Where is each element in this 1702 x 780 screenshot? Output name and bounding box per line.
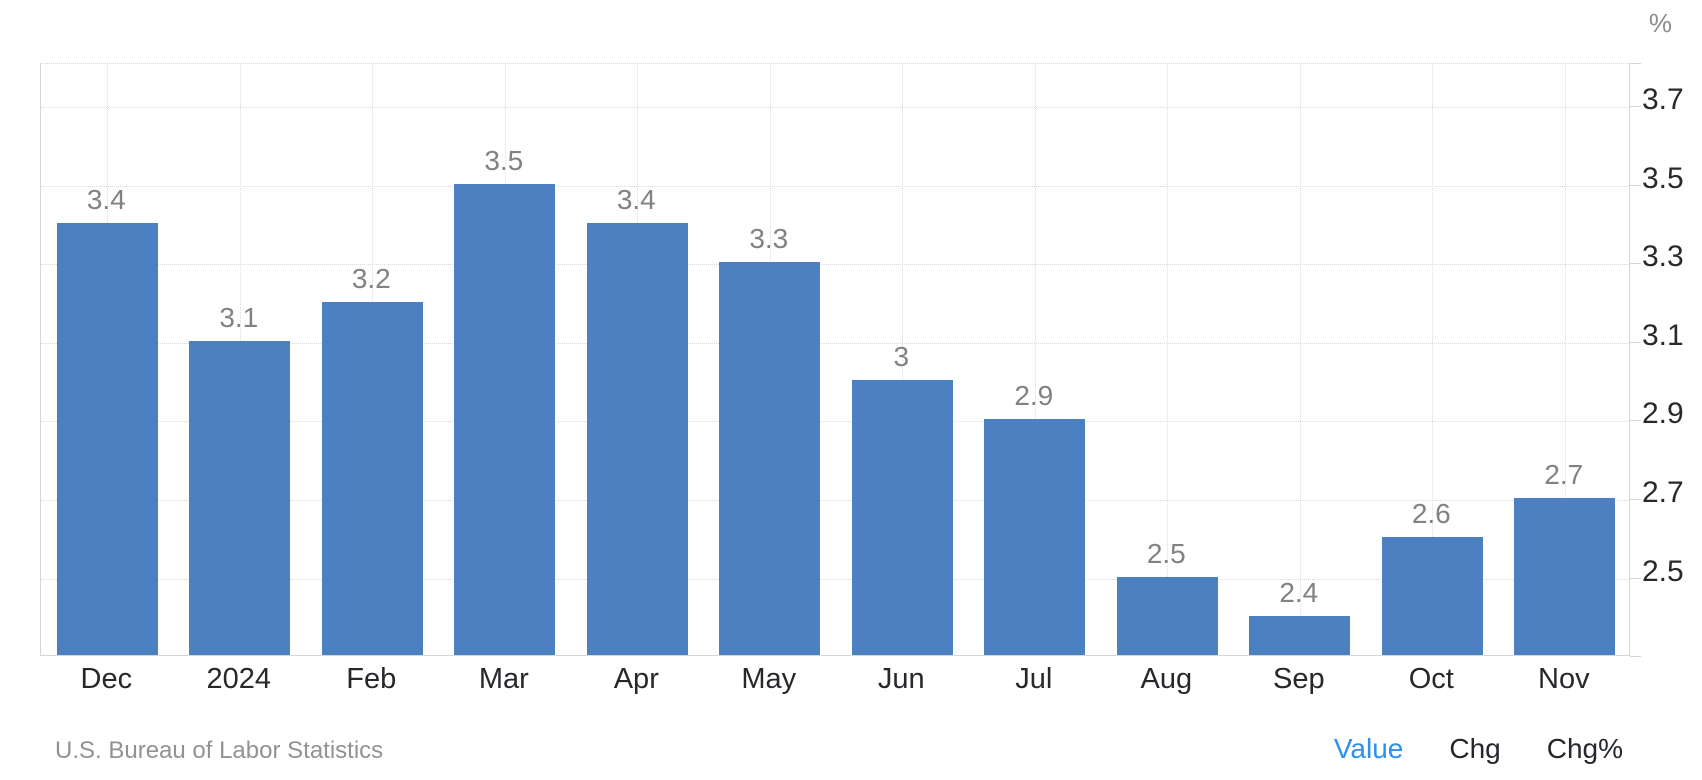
bar-value-label: 2.5 <box>1146 537 1186 569</box>
y-tick-label: 3.3 <box>1642 240 1684 274</box>
h-gridline <box>41 342 1629 344</box>
y-tick-mark <box>1630 263 1641 265</box>
bar-value-label: 3.3 <box>749 223 789 255</box>
bar-jul[interactable] <box>984 419 1086 655</box>
v-gridline <box>1167 64 1169 655</box>
bar-may[interactable] <box>719 262 821 655</box>
bar-value-label: 2.9 <box>1014 380 1054 412</box>
x-tick-label-oct: Oct <box>1408 663 1454 695</box>
y-tick-label: 2.9 <box>1642 397 1684 431</box>
v-gridline <box>1299 64 1301 655</box>
x-tick-label-jun: Jun <box>877 663 925 695</box>
h-gridline <box>41 499 1629 501</box>
v-gridline <box>1432 64 1434 655</box>
h-gridline <box>41 421 1629 423</box>
h-gridline <box>41 578 1629 580</box>
bar-value-label: 2.7 <box>1544 458 1584 490</box>
x-tick-label-sep: Sep <box>1272 663 1325 695</box>
x-tick-label-apr: Apr <box>613 663 659 695</box>
y-tick-mark <box>1630 184 1641 186</box>
chart-footer: U.S. Bureau of Labor Statistics Value Ch… <box>0 733 1702 769</box>
footer-links: Value Chg Chg% <box>1334 733 1623 765</box>
bar-value-label: 3.5 <box>484 144 524 176</box>
h-gridline <box>41 107 1629 109</box>
y-tick-mark <box>1630 656 1641 657</box>
bar-aug[interactable] <box>1116 576 1218 655</box>
bar-nov[interactable] <box>1514 497 1616 655</box>
source-attribution: U.S. Bureau of Labor Statistics <box>55 737 384 764</box>
bar-jun[interactable] <box>851 380 953 655</box>
bar-value-label: 3.1 <box>219 301 259 333</box>
x-tick-label-feb: Feb <box>346 663 397 695</box>
bar-value-label: 3.4 <box>616 184 656 215</box>
y-tick-label: 3.7 <box>1642 83 1684 117</box>
x-tick-label-dec: Dec <box>80 663 133 695</box>
bar-value-label: 3.4 <box>86 184 126 215</box>
v-gridline <box>1034 64 1036 655</box>
y-tick-label: 3.1 <box>1642 318 1684 352</box>
x-tick-label-jul: Jul <box>1015 663 1053 695</box>
y-tick-mark <box>1630 420 1641 422</box>
x-tick-label-aug: Aug <box>1140 663 1193 695</box>
y-tick-mark <box>1630 63 1641 64</box>
footer-tab-chg[interactable]: Chg <box>1449 733 1501 764</box>
y-tick-label: 3.5 <box>1642 161 1684 195</box>
bar-apr[interactable] <box>586 223 688 655</box>
x-tick-label-nov: Nov <box>1538 663 1590 695</box>
bar-value-label: 3 <box>893 341 910 373</box>
bar-value-label: 2.6 <box>1411 498 1451 530</box>
x-tick-label-may: May <box>741 663 797 695</box>
x-tick-label-mar: Mar <box>478 663 529 695</box>
bar-mar[interactable] <box>454 183 556 655</box>
y-tick-mark <box>1630 498 1641 500</box>
bar-dec[interactable] <box>56 223 158 655</box>
y-tick-label: 2.7 <box>1642 475 1684 509</box>
h-gridline <box>41 264 1629 266</box>
footer-tab-chgpct[interactable]: Chg% <box>1546 733 1623 764</box>
y-tick-label: 2.5 <box>1642 554 1684 588</box>
bar-value-label: 2.4 <box>1279 576 1319 608</box>
y-tick-mark <box>1630 341 1641 343</box>
bar-feb[interactable] <box>321 301 423 655</box>
bar-sep[interactable] <box>1249 615 1351 655</box>
y-axis-unit-label: % <box>1648 8 1672 38</box>
v-gridline <box>1564 64 1566 655</box>
y-tick-mark <box>1630 106 1641 108</box>
x-tick-label-2024: 2024 <box>206 663 272 695</box>
bar-oct[interactable] <box>1381 537 1483 655</box>
h-gridline <box>41 185 1629 187</box>
y-tick-mark <box>1630 577 1641 579</box>
footer-tab-value[interactable]: Value <box>1333 733 1404 764</box>
v-gridline <box>902 64 904 655</box>
bar-value-label: 3.2 <box>351 262 391 294</box>
plot-area <box>40 63 1630 656</box>
bar-2024[interactable] <box>189 340 291 655</box>
